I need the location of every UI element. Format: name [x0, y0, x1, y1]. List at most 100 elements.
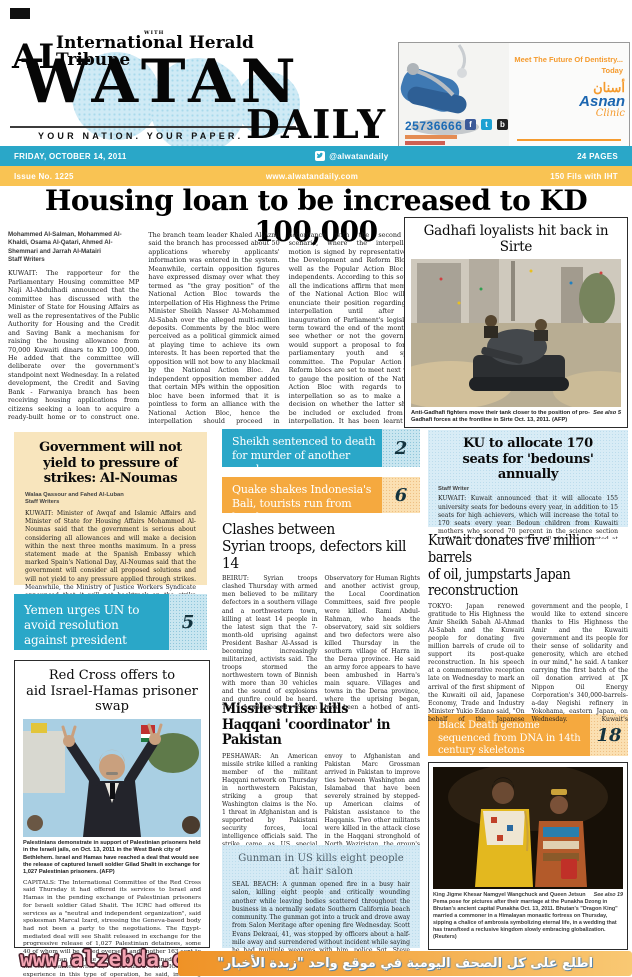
gunman-article-box: Gunman in US kills eight people at hair … — [222, 845, 420, 953]
redcross-headline-2: aid Israel-Hamas prisoner swap — [26, 683, 198, 715]
lead-body-text: KUWAIT: The rapporteur for the Parliamen… — [8, 231, 420, 425]
japan-headline: Kuwait donates five million barrels of o… — [428, 532, 629, 599]
ku-article-box: KU to allocate 170 seats for 'bedouns' a… — [428, 430, 628, 539]
alzebda-arabic-text: اطلع على كل الصحف اليومية في موقع واحد "… — [216, 956, 594, 971]
masthead-partner: WITH International Herald Tribune — [56, 31, 316, 69]
japan-body-text: TOKYO: Japan renewed gratitude to His Hi… — [428, 603, 628, 723]
haqqani-headline-2: Haqqani 'coordinator' in Pakistan — [222, 716, 391, 749]
syria-headline-1: Clashes between — [222, 520, 335, 538]
teaser-blackdeath-page: 18 — [590, 714, 628, 756]
bhutan-see-also: See also 19 — [593, 892, 623, 898]
ku-headline: KU to allocate 170 seats for 'bedouns' a… — [438, 436, 618, 483]
haqqani-article: Missile strike kills Haqqani 'coordinato… — [222, 701, 420, 855]
blackberry-icon: b — [497, 119, 508, 130]
masthead-watan: WATAN — [22, 47, 302, 117]
asnan-latin: Asnan — [579, 93, 625, 110]
teaser-sheikh-text: Sheikh sentenced to death for murder of … — [232, 435, 376, 476]
teaser-quake-page: 6 — [382, 477, 420, 513]
teaser-quake-text: Quake shakes Indonesia's Bali, tourists … — [232, 483, 372, 524]
lead-byline-names: Mohammed Al-Salman, Mohammed Al-Khaldi, … — [8, 231, 122, 255]
syria-article: Clashes between Syrian troops, defectors… — [222, 521, 420, 719]
haqqani-body-text: PESHAWAR: An American missile strike kil… — [222, 753, 420, 848]
ku-byline-role: Staff Writer — [438, 485, 470, 492]
royal-wedding-photo — [433, 767, 623, 889]
masthead-rule — [10, 126, 296, 128]
asnan-clinic-logo: أسنان Asnan Clinic — [545, 81, 625, 119]
ku-headline-2: seats for 'bedouns' annually — [462, 451, 594, 483]
teaser-yemen-page: 5 — [169, 594, 207, 650]
redcross-headline-1: Red Cross offers to — [48, 668, 176, 683]
globe-graphic — [236, 72, 300, 136]
redcross-headline: Red Cross offers to aid Israel-Hamas pri… — [23, 668, 201, 715]
gadhafi-title: Gadhafi loyalists hit back in Sirte — [423, 223, 609, 255]
issue-number: Issue No. 1225 — [14, 171, 74, 181]
syria-headline: Clashes between Syrian troops, defectors… — [222, 521, 419, 571]
gunman-body: SEAL BEACH: A gunman opened fire in a bu… — [232, 881, 410, 953]
japan-body: TOKYO: Japan renewed gratitude to His Hi… — [428, 603, 628, 725]
dental-clinic-ad: Meet The Future Of Dentistry... Today 25… — [398, 42, 630, 154]
syria-headline-2: Syrian troops, defectors kill 14 — [222, 536, 407, 572]
noumas-byline: Walaa Qassour and Fahed Al-Luban Staff W… — [25, 492, 196, 507]
haqqani-headline: Missile strike kills Haqqani 'coordinato… — [222, 701, 419, 749]
teaser-sheikh-page: 2 — [382, 429, 420, 467]
date-bar: FRIDAY, OCTOBER 14, 2011 @alwatandaily 2… — [0, 146, 632, 166]
ad-phone-number: 25736666 — [405, 119, 463, 133]
japan-article: Kuwait donates five million barrels of o… — [428, 532, 628, 725]
bhutan-caption-text: King Jigme Khesar Namgyel Wangchuck and … — [433, 892, 618, 941]
noumas-byline-role: Staff Writers — [25, 499, 60, 506]
gadhafi-caption-text: Anti-Gadhafi fighters move their tank cl… — [411, 410, 590, 424]
teaser-sheikh: Sheikh sentenced to death for murder of … — [222, 429, 420, 476]
issue-bar: Issue No. 1225 www.alwatandaily.com 150 … — [0, 166, 632, 186]
page-count: 24 PAGES — [577, 151, 618, 161]
ad-tagline-2: Today — [601, 66, 623, 75]
asnan-clinic-label: Clinic — [595, 108, 625, 119]
teaser-quake: Quake shakes Indonesia's Bali, tourists … — [222, 477, 420, 524]
japan-headline-1: Kuwait donates five million barrels — [428, 531, 595, 566]
twitter-icon: t — [481, 119, 492, 130]
teaser-yemen-text: Yemen urges UN to avoid resolution again… — [24, 603, 140, 647]
lead-article-body: Mohammed Al-Salman, Mohammed Al-Khaldi, … — [8, 231, 420, 428]
partner-title: International Herald Tribune — [56, 33, 254, 70]
haqqani-headline-1: Missile strike kills — [222, 701, 349, 717]
prisoner-swap-photo — [23, 718, 201, 837]
gunman-headline: Gunman in US kills eight people at hair … — [238, 852, 404, 877]
ku-headline-1: KU to allocate 170 — [463, 436, 593, 451]
teaser-blackdeath-text: Black Death genome sequenced from DNA in… — [438, 720, 581, 756]
syria-body-text: BEIRUT: Syrian troops clashed Thursday w… — [222, 575, 420, 711]
gadhafi-photo-box: Gadhafi loyalists hit back in Sirte See … — [404, 217, 628, 428]
lead-byline: Mohammed Al-Salman, Mohammed Al-Khaldi, … — [8, 231, 139, 264]
ad-tagline: Meet The Future Of Dentistry... — [514, 55, 623, 64]
globe-graphic — [150, 58, 246, 154]
redcross-body: CAPITALS: The International Committee of… — [23, 880, 201, 977]
facebook-icon: f — [465, 119, 476, 130]
globe-graphic — [72, 52, 160, 140]
masthead-tagline: YOUR NATION. YOUR PAPER. — [38, 131, 244, 141]
with-label: WITH — [144, 30, 165, 36]
twitter-bird-icon — [315, 151, 326, 161]
japan-headline-2: of oil, jumpstarts Japan reconstruction — [428, 564, 571, 600]
bhutan-photo-box: See also 19 King Jigme Khesar Namgyel Wa… — [428, 762, 628, 950]
ad-underline — [517, 139, 621, 141]
haqqani-body: PESHAWAR: An American missile strike kil… — [222, 753, 420, 855]
issue-date: FRIDAY, OCTOBER 14, 2011 — [14, 151, 127, 161]
alzebda-arabic-banner: اطلع على كل الصحف اليومية في موقع واحد "… — [178, 951, 632, 976]
dental-chair-graphic — [399, 43, 509, 151]
twitter-handle: @alwatandaily — [329, 151, 389, 161]
noumas-body: KUWAIT: Minister of Awqaf and Islamic Af… — [25, 509, 196, 602]
noumas-headline: Government will not yield to pressure of… — [39, 440, 182, 487]
registration-mark — [10, 8, 30, 19]
redcross-body-text: CAPITALS: The International Committee of… — [23, 879, 201, 977]
masthead-daily: DAILY — [246, 102, 387, 148]
lead-byline-role: Staff Writers — [8, 256, 45, 264]
teaser-yemen: Yemen urges UN to avoid resolution again… — [14, 594, 207, 650]
gadhafi-see-also: See also 5 — [593, 410, 621, 416]
syria-body: BEIRUT: Syrian troops clashed Thursday w… — [222, 575, 420, 719]
ku-body: KUWAIT: Kuwait announced that it will al… — [438, 495, 618, 539]
redcross-caption: Palestinians demonstrate in support of P… — [23, 839, 201, 876]
noumas-article-box: Government will not yield to pressure of… — [14, 432, 207, 602]
ad-arabic-smallprint — [405, 135, 457, 139]
bhutan-caption: See also 19 King Jigme Khesar Namgyel Wa… — [433, 892, 623, 941]
noumas-byline-names: Walaa Qassour and Fahed Al-Luban — [25, 491, 124, 498]
asnan-arabic: أسنان — [593, 81, 625, 96]
